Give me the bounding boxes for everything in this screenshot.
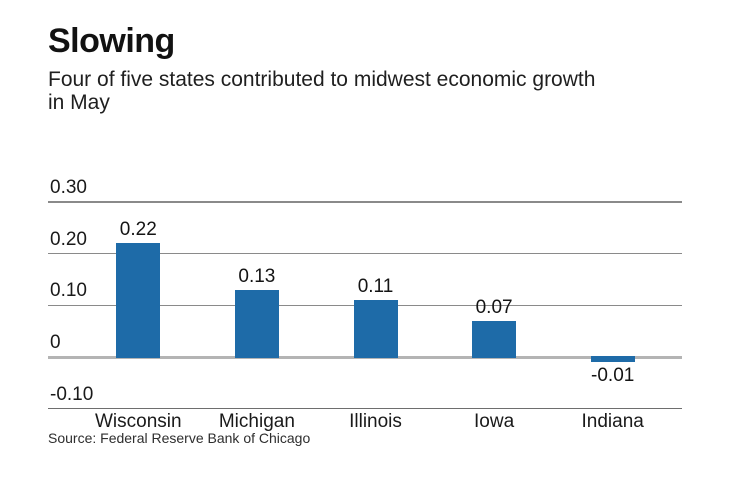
bar-value-label: 0.07 (475, 296, 513, 318)
x-axis-category-label: Michigan (218, 411, 295, 432)
bar-value-label: 0.11 (357, 276, 394, 298)
y-axis-tick-label: -0.10 (50, 383, 94, 405)
bar-value-label: 0.22 (119, 219, 157, 241)
bar-illinois (353, 300, 398, 359)
gridline (48, 407, 682, 410)
bar-iowa (472, 320, 517, 359)
y-axis-tick-label: 0 (50, 332, 61, 353)
source-note: Source: Federal Reserve Bank of Chicago (48, 430, 311, 446)
y-axis-tick-label: 0.20 (50, 228, 87, 250)
bar-value-label: 0.13 (238, 265, 276, 287)
gridline (48, 201, 682, 203)
x-axis-category-label: Indiana (581, 411, 644, 432)
bar-michigan (234, 289, 279, 359)
y-axis-tick-label: 0.10 (50, 280, 87, 302)
x-axis-category-label: Wisconsin (95, 411, 182, 432)
bar-chart-plot-area: 0.30 0.20 0.10 0 -0.10 0.22 Wisconsin 0.13 Michi… (48, 150, 682, 460)
chart-header: Slowing Four of five states contributed … (48, 22, 708, 114)
bar-indiana (590, 355, 635, 363)
chart-subtitle: Four of five states contributed to midwe… (48, 68, 708, 114)
chart-subtitle-line2: in May (48, 91, 110, 115)
chart-subtitle-line1: Four of five states contributed to midwe… (48, 68, 596, 92)
bar-value-label: -0.01 (591, 365, 635, 387)
chart-title: Slowing (48, 22, 175, 60)
bar-wisconsin (116, 243, 161, 359)
x-axis-category-label: Iowa (474, 411, 515, 432)
x-axis-category-label: Illinois (349, 411, 402, 432)
y-axis-tick-label: 0.30 (50, 176, 87, 198)
gridline (48, 252, 682, 255)
